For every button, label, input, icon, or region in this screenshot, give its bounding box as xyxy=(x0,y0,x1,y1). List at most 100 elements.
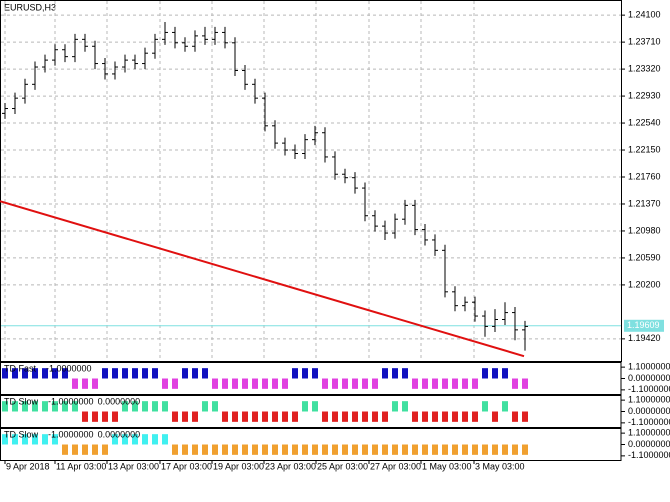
indicator-bar xyxy=(472,411,478,422)
indicator-bar xyxy=(412,444,418,455)
indicator-bar xyxy=(142,401,148,412)
indicator-bar xyxy=(202,368,208,379)
indicator-bar xyxy=(162,434,168,445)
y-tick-label: 0.0000000 xyxy=(628,406,670,416)
indicator-bar xyxy=(462,378,468,389)
indicator-bar xyxy=(22,434,28,445)
indicator-bar xyxy=(432,411,438,422)
indicator-bar xyxy=(282,444,288,455)
indicator-bar xyxy=(322,378,328,389)
y-tick-label: -1.1000000 xyxy=(628,450,670,460)
indicator-bar xyxy=(492,411,498,422)
indicator-bar xyxy=(2,434,8,445)
indicator-bar xyxy=(342,411,348,422)
indicator-bar xyxy=(312,444,318,455)
x-tick-label: 1 May 03:00 xyxy=(422,461,472,471)
indicator-bar xyxy=(252,444,258,455)
indicator-bar xyxy=(392,401,398,412)
indicator-bar xyxy=(452,378,458,389)
indicator-bar xyxy=(122,434,128,445)
indicator-bar xyxy=(422,444,428,455)
indicator-readout: 0.0000000 xyxy=(98,429,141,439)
indicator-bar xyxy=(402,444,408,455)
indicator-bar xyxy=(32,401,38,412)
indicator-bar xyxy=(522,411,528,422)
x-tick-label: 25 Apr 03:00 xyxy=(317,461,368,471)
indicator-bar xyxy=(502,401,508,412)
indicator-bar xyxy=(502,444,508,455)
indicator-bar xyxy=(502,368,508,379)
y-tick-label: -1.1000000 xyxy=(628,384,670,394)
indicator-label: TD Slow xyxy=(4,429,39,439)
indicator-bar xyxy=(82,444,88,455)
indicator-bar xyxy=(42,434,48,445)
y-tick-label: 1.22540 xyxy=(628,117,661,127)
indicator-bar xyxy=(62,401,68,412)
indicator-bar xyxy=(192,411,198,422)
indicator-bar xyxy=(512,411,518,422)
indicator-bar xyxy=(322,444,328,455)
indicator-bar xyxy=(362,411,368,422)
indicator-bar xyxy=(172,411,178,422)
indicator-bar xyxy=(332,378,338,389)
indicator-bar xyxy=(162,378,168,389)
indicator-bar xyxy=(202,444,208,455)
indicator-bar xyxy=(222,444,228,455)
indicator-bar xyxy=(242,444,248,455)
indicator-bar xyxy=(372,378,378,389)
indicator-bar xyxy=(452,444,458,455)
indicator-bar xyxy=(352,411,358,422)
indicator-bar xyxy=(492,444,498,455)
indicator-bar xyxy=(122,368,128,379)
indicator-bar xyxy=(262,444,268,455)
indicator-bar xyxy=(442,411,448,422)
y-tick-label: 1.1000000 xyxy=(628,362,670,372)
y-tick-label: 1.23320 xyxy=(628,63,661,73)
indicator-bar xyxy=(102,411,108,422)
indicator-bar xyxy=(482,444,488,455)
indicator-bar xyxy=(252,411,258,422)
indicator-bar xyxy=(162,401,168,412)
x-tick-label: 9 Apr 2018 xyxy=(6,461,50,471)
indicator-bar xyxy=(212,401,218,412)
indicator-bar xyxy=(32,368,38,379)
y-tick-label: 1.22930 xyxy=(628,90,661,100)
y-tick-label: -1.1000000 xyxy=(628,417,670,427)
y-tick-label: 1.21760 xyxy=(628,171,661,181)
indicator-bar xyxy=(142,368,148,379)
indicator-bar xyxy=(282,411,288,422)
indicator-bar xyxy=(422,378,428,389)
indicator-bar xyxy=(472,378,478,389)
indicator-bar xyxy=(172,444,178,455)
y-tick-label: 1.24100 xyxy=(628,10,661,20)
indicator-bar xyxy=(362,444,368,455)
indicator-bar xyxy=(392,444,398,455)
indicator-bar xyxy=(12,401,18,412)
indicator-bar xyxy=(62,444,68,455)
indicator-bar xyxy=(72,401,78,412)
indicator-bar xyxy=(432,378,438,389)
trendline xyxy=(0,200,525,358)
indicator-bar xyxy=(192,444,198,455)
indicator-bar xyxy=(32,434,38,445)
y-tick-label: 1.19420 xyxy=(628,333,661,343)
x-tick-label: 3 May 03:00 xyxy=(475,461,525,471)
indicator-bar xyxy=(42,368,48,379)
indicator-bar xyxy=(52,434,58,445)
indicator-readout: 0.0000000 xyxy=(98,396,141,406)
indicator-bar xyxy=(12,434,18,445)
indicator-bar xyxy=(122,401,128,412)
indicator-label: TD Slow xyxy=(4,396,39,406)
x-tick-label: 19 Apr 03:00 xyxy=(213,461,264,471)
indicator-bar xyxy=(92,411,98,422)
indicator-bar xyxy=(152,401,158,412)
indicator-bar xyxy=(512,444,518,455)
indicator-bar xyxy=(232,444,238,455)
indicator-bar xyxy=(12,368,18,379)
x-tick-label: 23 Apr 03:00 xyxy=(265,461,316,471)
indicator-bar xyxy=(482,368,488,379)
indicator-bar xyxy=(312,401,318,412)
indicator-bar xyxy=(152,434,158,445)
indicator-bar xyxy=(222,378,228,389)
